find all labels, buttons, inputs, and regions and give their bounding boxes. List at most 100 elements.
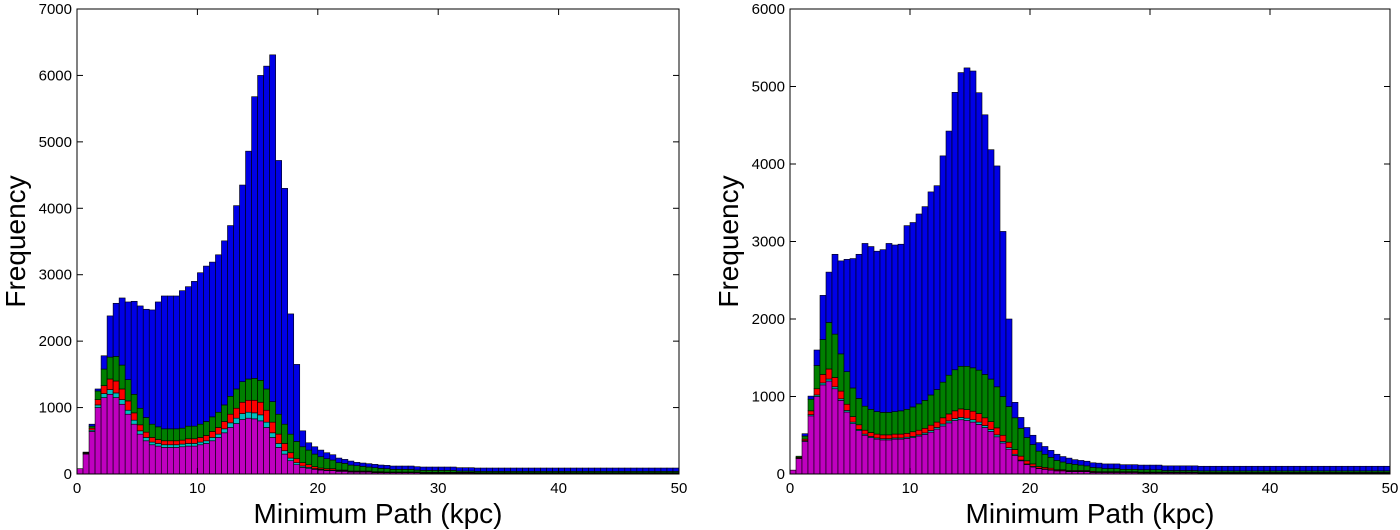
bar-segment	[317, 456, 325, 469]
bar-segment	[1359, 465, 1367, 472]
bar-segment	[413, 466, 421, 471]
bar-segment	[993, 427, 1001, 436]
bar-segment	[885, 434, 893, 440]
bar-segment	[612, 467, 620, 472]
ticks-group: 0 10 20 30 40 50 0 1000 2000 3000 4000 5000 6000 7000	[39, 1, 688, 497]
bar-segment	[1263, 465, 1271, 472]
bar-segment	[1101, 463, 1109, 469]
bar-segment	[1017, 417, 1025, 429]
bar-segment	[1131, 464, 1139, 470]
x-tick-label: 0	[786, 480, 794, 497]
bar-segment	[130, 419, 138, 425]
bar-segment	[975, 92, 983, 371]
bar-segment	[873, 433, 881, 439]
bar-segment	[933, 185, 941, 390]
bar-segment	[371, 467, 379, 472]
bar-segment	[1227, 465, 1235, 472]
bar-segment	[407, 469, 415, 473]
bar-segment	[1293, 465, 1301, 472]
bar-segment	[383, 468, 391, 473]
bar-segment	[837, 400, 845, 475]
bar-segment	[130, 412, 138, 421]
bar-segment	[118, 403, 126, 475]
bar-segment	[813, 396, 821, 475]
bar-segment	[1053, 460, 1061, 471]
bar-segment	[281, 453, 288, 475]
bar-segment	[1143, 464, 1151, 471]
bar-segment	[993, 165, 1001, 388]
bar-segment	[1047, 457, 1055, 469]
bar-segment	[1203, 465, 1211, 472]
bar-segment	[76, 468, 84, 475]
bar-segment	[1377, 465, 1385, 472]
bar-segment	[999, 231, 1007, 397]
bar-segment	[891, 433, 899, 439]
bar-segment	[160, 447, 168, 475]
bar-segment	[963, 67, 971, 367]
bar-segment	[987, 421, 995, 430]
bar-segment	[963, 417, 971, 421]
bar-segment	[269, 54, 276, 402]
bar-segment	[861, 405, 869, 431]
bar-segment	[861, 243, 869, 407]
bar-segment	[1041, 446, 1049, 455]
bar-segment	[263, 421, 270, 428]
bar-segment	[227, 395, 234, 415]
bar-segment	[191, 445, 198, 475]
y-tick-label: 4000	[39, 200, 72, 217]
bar-segment	[251, 96, 258, 379]
bar-segment	[1245, 465, 1253, 472]
bar-segment	[1179, 465, 1187, 471]
bar-segment	[1149, 464, 1157, 471]
bar-segment	[154, 443, 162, 447]
bar-segment	[401, 465, 409, 470]
bar-segment	[915, 429, 923, 436]
bar-segment	[939, 425, 947, 475]
bar-segment	[939, 155, 947, 383]
bar-segment	[130, 393, 138, 414]
bar-segment	[1047, 469, 1055, 475]
bar-segment	[666, 467, 674, 472]
y-tick-label: 3000	[752, 234, 785, 251]
bar-segment	[957, 365, 965, 410]
y-tick-label: 3000	[39, 267, 72, 284]
bar-segment	[221, 404, 228, 422]
bar-segment	[855, 398, 863, 426]
bar-segment	[951, 369, 959, 412]
bar-segment	[269, 401, 276, 423]
bar-segment	[1155, 469, 1163, 473]
bar-segment	[160, 428, 168, 442]
bar-segment	[831, 377, 839, 388]
bar-segment	[251, 399, 258, 414]
bar-segment	[1017, 427, 1025, 457]
bar-segment	[82, 451, 90, 454]
bar-segment	[1005, 406, 1013, 443]
bar-segment	[148, 444, 156, 475]
bar-segment	[94, 399, 102, 406]
bar-segment	[849, 416, 857, 423]
bar-segment	[1077, 464, 1085, 471]
bar-segment	[975, 413, 983, 423]
bar-segment	[801, 435, 809, 440]
bar-segment	[1005, 441, 1013, 448]
bar-segment	[945, 130, 953, 376]
bar-segment	[257, 75, 264, 381]
bar-segment	[1023, 427, 1031, 438]
bar-segment	[1089, 462, 1097, 468]
bar-segment	[969, 421, 977, 475]
plot-frame	[76, 8, 680, 475]
bar-segment	[1137, 469, 1145, 473]
bar-segment	[395, 469, 403, 473]
bar-segment	[1041, 469, 1049, 475]
bar-segment	[347, 460, 355, 466]
bar-segment	[606, 467, 614, 472]
bar-segment	[257, 401, 264, 416]
bar-segment	[329, 454, 337, 461]
bar-segment	[100, 368, 108, 386]
bar-segment	[801, 433, 809, 437]
bar-segment	[112, 397, 120, 475]
bar-segment	[891, 244, 899, 412]
bar-segment	[1083, 465, 1091, 471]
bar-segment	[945, 422, 953, 475]
bar-segment	[287, 457, 295, 462]
